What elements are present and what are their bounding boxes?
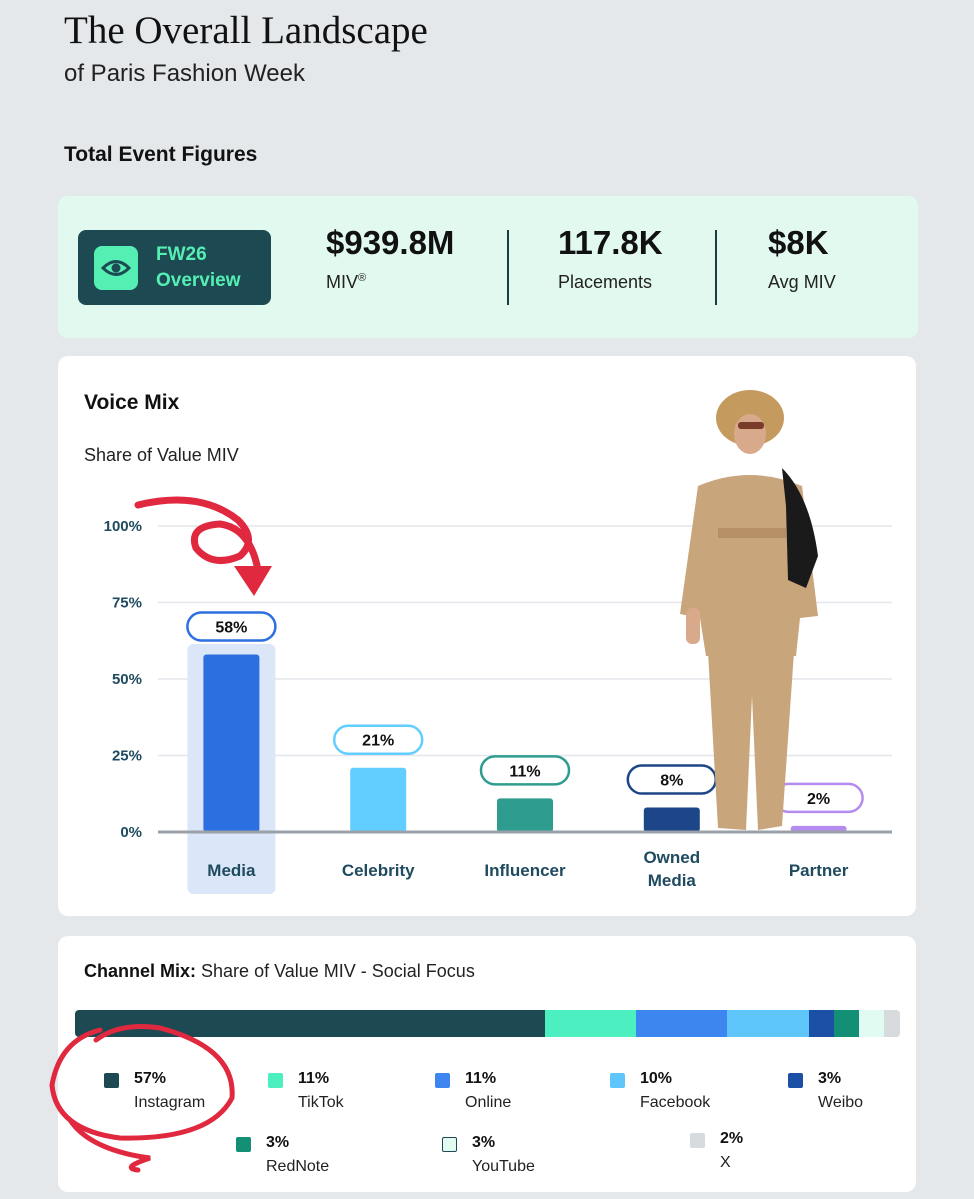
legend-swatch [610,1073,625,1088]
legend-percent: 10% [640,1070,673,1087]
page-subtitle: of Paris Fashion Week [64,60,305,87]
stack-segment-online [636,1010,727,1037]
registered-mark: ® [358,272,367,284]
bar-partner [790,825,847,832]
y-tick-label: 100% [104,518,142,535]
kpi-avg-miv: $8K Avg MIV [768,224,836,293]
kpi-divider [715,230,717,305]
data-label: 2% [807,791,830,808]
legend-swatch [788,1073,803,1088]
data-label: 8% [660,773,683,790]
legend-label: Facebook [640,1094,711,1111]
stack-segment-weibo [809,1010,834,1037]
stack-segment-rednote [834,1010,859,1037]
voice-mix-card: Voice Mix Share of Value MIV 0% 25% 50% 75%… [58,356,916,916]
legend-swatch [435,1073,450,1088]
legend-label: Online [465,1094,512,1111]
value-label-pill [479,755,571,786]
stack-segment-youtube [858,1010,884,1037]
stack-segment-tiktok [545,1010,636,1037]
legend-swatch [690,1133,705,1148]
legend-label: X [720,1154,731,1171]
legend-percent: 11% [298,1070,330,1087]
placements-label: Placements [558,272,653,292]
bar-owned-media [643,807,700,832]
voice-mix-chart: 0% 25% 50% 75% 100% 58% Media 21% Celebrity 11% In… [104,390,892,894]
legend-percent: 3% [818,1070,842,1087]
channel-mix-title: Channel Mix: Share of Value MIV - Social… [84,961,475,982]
voice-mix-subtitle: Share of Value MIV [84,445,239,465]
kpi-card: FW26 Overview $939.8M MIV® 117.8K Placem… [58,196,918,338]
data-label: 58% [215,620,247,637]
avg-miv-label: Avg MIV [768,272,836,292]
legend-swatch [442,1137,457,1152]
data-label: 21% [362,733,394,750]
legend-swatch [236,1137,251,1152]
avg-miv-value: $8K [768,224,829,261]
legend-percent: 2% [720,1130,744,1147]
x-category-label: Partner [789,861,849,880]
stack-segment-x [883,1010,900,1037]
bar-influencer [497,798,553,832]
y-tick-label: 50% [112,671,142,688]
legend-label: YouTube [472,1158,535,1175]
bar-media [203,654,260,832]
badge-line-1: FW26 [156,244,207,265]
runway-model-photo [680,390,818,830]
miv-value: $939.8M [326,224,455,261]
stack-segment-facebook [726,1010,810,1037]
fw26-overview-badge[interactable]: FW26 Overview [78,230,271,305]
kpi-divider [507,230,509,305]
legend-label: TikTok [298,1094,344,1111]
legend-percent: 57% [134,1070,167,1087]
legend-label: RedNote [266,1158,330,1175]
total-event-figures-label: Total Event Figures [64,143,258,166]
placements-value: 117.8K [558,224,663,261]
value-label-pill [186,611,277,642]
kpi-miv: $939.8M MIV® [326,224,454,293]
y-tick-label: 0% [120,824,142,841]
eye-icon [94,246,138,290]
badge-line-2: Overview [156,270,241,291]
x-category-label: Celebrity [342,861,415,880]
legend-label: Weibo [818,1094,864,1111]
x-category-label: Influencer [484,861,566,880]
legend-percent: 3% [266,1134,290,1151]
y-tick-label: 25% [112,748,142,765]
y-tick-label: 75% [112,595,142,612]
kpi-placements: 117.8K Placements [558,224,663,293]
voice-mix-title: Voice Mix [84,391,180,414]
channel-mix-subtitle: Share of Value MIV - Social Focus [201,961,475,981]
bar-celebrity [350,767,407,832]
channel-mix-card: Channel Mix: Share of Value MIV - Social… [58,936,916,1192]
channel-stack-bar [75,1010,900,1037]
page-title: The Overall Landscape [64,9,428,52]
miv-label: MIV® [326,272,367,292]
legend-label: Instagram [134,1094,206,1111]
x-category-label: Media [207,861,256,880]
x-category-label: Owned [643,848,700,867]
stack-segment-instagram [75,1010,546,1037]
legend-swatch [104,1073,119,1088]
data-label: 11% [509,763,540,780]
x-category-label: Media [648,871,697,890]
channel-mix-title-bold: Channel Mix: [84,961,197,981]
legend-percent: 11% [465,1070,497,1087]
legend-percent: 3% [472,1134,496,1151]
value-label-pill [332,724,424,755]
legend-swatch [268,1073,283,1088]
